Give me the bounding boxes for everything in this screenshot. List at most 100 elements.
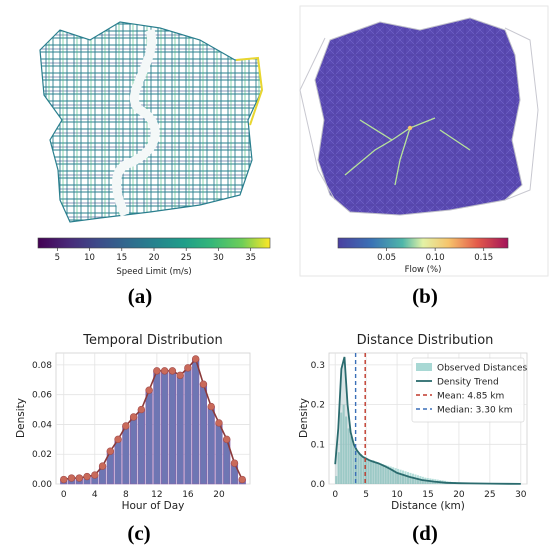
histogram-bar [340, 412, 343, 484]
data-point [137, 405, 146, 414]
histogram-bar [350, 436, 353, 484]
hotspot-b [407, 125, 413, 131]
histogram-bar [335, 476, 338, 484]
bar [145, 389, 153, 485]
histogram-bar [387, 465, 390, 484]
y-ticks-c: 0.00 0.02 0.04 0.06 0.08 [32, 361, 52, 490]
bar [114, 439, 122, 485]
data-point [184, 364, 192, 372]
x-ticks-d: 0 5 10 15 20 25 30 [332, 490, 526, 500]
x-tick-label: 0 [61, 490, 67, 500]
data-point [75, 474, 83, 482]
legend-label-observed: Observed Distances [437, 364, 528, 374]
histogram-bar [342, 404, 345, 484]
bar [161, 370, 169, 485]
histogram-bar [411, 473, 414, 484]
colorbar-a [37, 237, 271, 249]
data-point [223, 435, 231, 444]
colorbar-tick-label: 15 [116, 253, 127, 263]
x-tick-label: 30 [515, 490, 527, 500]
colorbar-a-label: Speed Limit (m/s) [116, 267, 191, 277]
histogram-bar [367, 460, 370, 484]
x-tick-label: 5 [363, 490, 369, 500]
colorbar-a-ticks: 5 10 15 20 25 30 35 [55, 248, 256, 263]
colorbar-tick-label: 30 [213, 253, 224, 263]
data-point [153, 367, 161, 375]
data-point [114, 435, 122, 444]
colorbar-tick-label: 0.15 [474, 253, 493, 263]
panel-d-label: (d) [412, 521, 438, 545]
histogram-bar [345, 416, 348, 484]
histogram-bar [404, 471, 407, 484]
histogram-bar [377, 462, 380, 484]
colorbar-tick-label: 35 [245, 253, 256, 263]
data-point [168, 367, 177, 375]
colorbar-b-ticks: 0.05 0.10 0.15 [377, 248, 493, 263]
histogram-bar [389, 466, 392, 484]
x-tick-label: 20 [213, 490, 225, 500]
legend-label-mean: Mean: 4.85 km [437, 392, 504, 402]
colorbar-tick-label: 0.05 [377, 253, 396, 263]
histogram-bar [359, 454, 363, 484]
data-point [83, 472, 91, 481]
panel-c-label: (c) [127, 521, 150, 545]
histogram-bar [409, 472, 412, 484]
x-tick-label: 10 [391, 490, 403, 500]
bar [215, 422, 223, 485]
bar [153, 370, 161, 485]
y-tick-label: 0.06 [32, 391, 52, 401]
river-a [112, 28, 160, 217]
y-tick-label: 0.04 [32, 420, 52, 430]
histogram-bar [397, 468, 400, 484]
data-point [60, 475, 68, 484]
legend-box [411, 357, 525, 423]
y-axis-label-c: Density [15, 398, 27, 438]
bar [176, 375, 184, 485]
histogram-bar [402, 470, 405, 484]
data-point [176, 371, 184, 380]
colorbar-tick-label: 10 [84, 253, 95, 263]
histogram-bar [406, 472, 410, 484]
y-tick-label: 0.3 [311, 361, 325, 371]
chart-d-title: Distance Distribution [357, 333, 494, 348]
data-point [67, 474, 76, 482]
data-point [129, 413, 138, 421]
flow-network-map-b [314, 17, 523, 216]
data-point [199, 380, 208, 388]
histogram-bar [347, 428, 350, 484]
colorbar-tick-label: 20 [149, 253, 160, 263]
bar [137, 409, 145, 485]
bar [130, 416, 138, 485]
x-tick-label: 15 [422, 490, 433, 500]
y-ticks-d: 0.0 0.1 0.2 0.3 [311, 361, 326, 490]
x-tick-label: 8 [123, 490, 129, 500]
histogram-bar [362, 456, 365, 484]
x-axis-label-d: Distance (km) [391, 500, 465, 512]
high-flow-links-b [344, 117, 471, 186]
bar [122, 425, 130, 485]
histogram-bar [392, 467, 395, 484]
data-point [145, 386, 153, 394]
data-point [215, 419, 223, 427]
histogram-bar [352, 444, 355, 484]
data-point [230, 459, 239, 467]
legend-label-median: Median: 3.30 km [437, 406, 513, 416]
chart-temporal: Temporal Distribution 0 4 8 12 16 20 0.00 0.02… [15, 333, 251, 545]
data-point [122, 422, 130, 430]
histogram-bar [357, 452, 360, 484]
density-trend-line [334, 356, 521, 485]
density-area-d [335, 356, 521, 484]
x-tick-label: 25 [484, 490, 495, 500]
panel-b-label: (b) [412, 284, 438, 308]
y-axis-label-d: Density [298, 398, 310, 438]
panel-b: 0.05 0.10 0.15 Flow (%) (b) [299, 5, 549, 308]
histogram-bar [379, 463, 382, 484]
histogram-bar [337, 452, 340, 484]
histogram-bar [364, 458, 367, 484]
y-tick-label: 0.02 [32, 450, 52, 460]
colorbar-b-label: Flow (%) [405, 265, 442, 275]
data-point [160, 367, 169, 375]
bar [199, 384, 208, 485]
data-point [238, 475, 246, 484]
bar [192, 358, 200, 485]
